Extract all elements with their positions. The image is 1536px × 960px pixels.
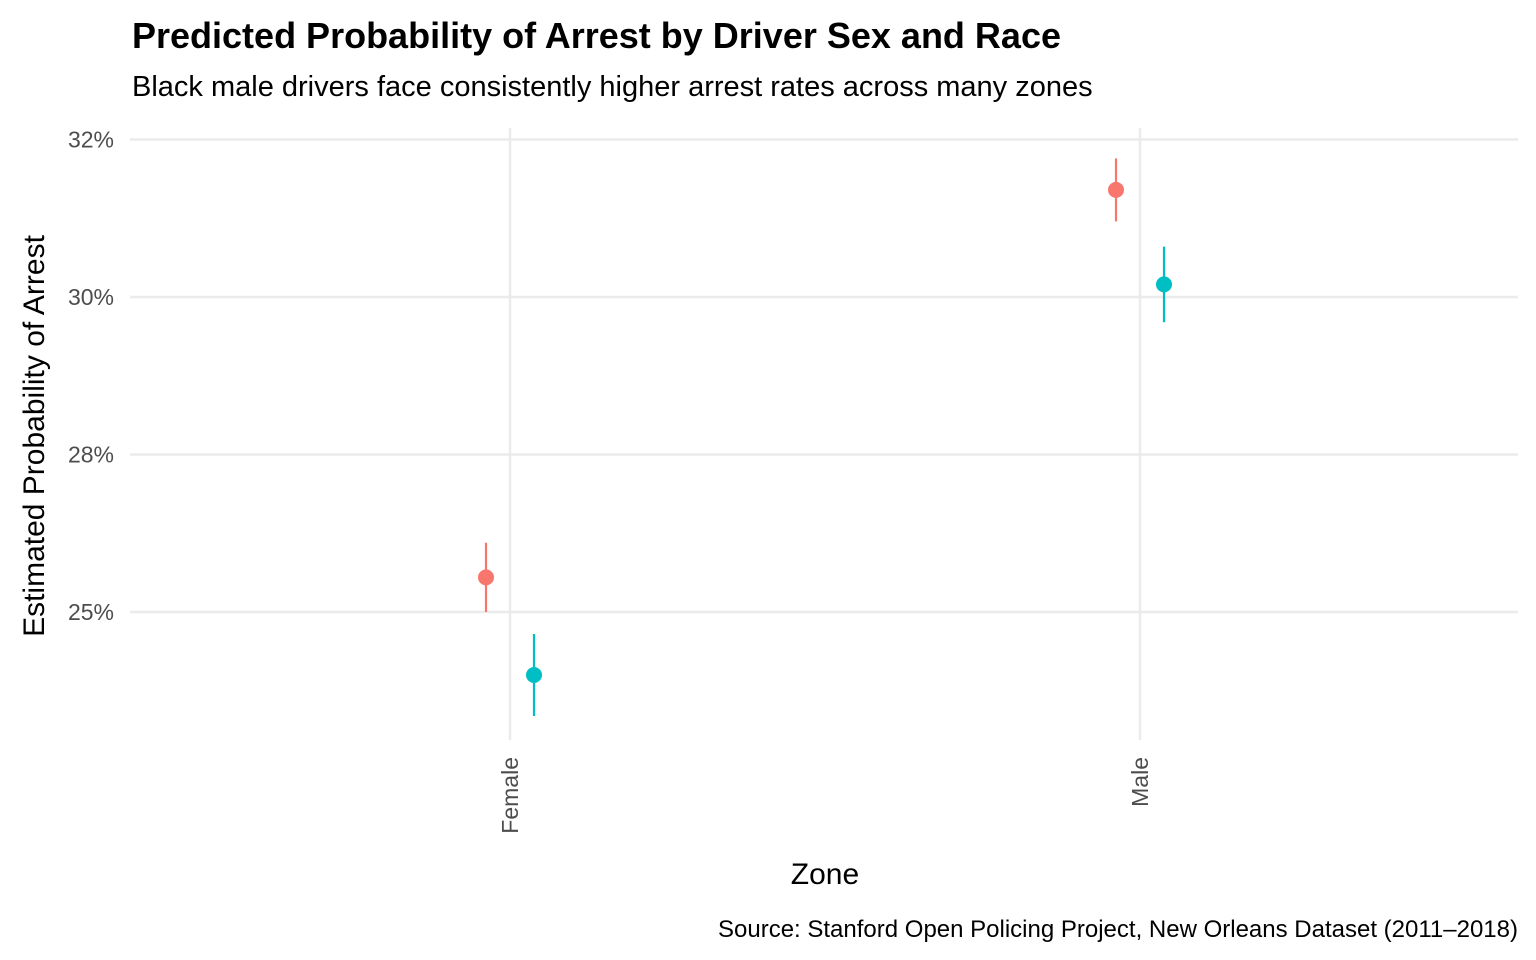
y-tick-label: 30% (68, 284, 114, 310)
grid-layer (130, 128, 1518, 740)
chart-subtitle: Black male drivers face consistently hig… (132, 71, 1093, 103)
data-point (1156, 276, 1172, 293)
y-tick-label: 32% (68, 127, 114, 153)
y-axis-title: Estimated Probability of Arrest (18, 234, 51, 637)
data-point (478, 569, 494, 586)
x-tick-label: Male (1127, 757, 1153, 807)
x-axis-title: Zone (791, 858, 859, 891)
labels-layer: 25% 28% 30% 32% Female Male (68, 127, 1153, 834)
chart-title: Predicted Probability of Arrest by Drive… (132, 15, 1061, 56)
data-point (1108, 181, 1124, 198)
chart-caption: Source: Stanford Open Policing Project, … (718, 916, 1518, 943)
y-tick-label: 28% (68, 442, 114, 468)
marks-layer (478, 158, 1172, 716)
x-tick-label: Female (497, 757, 523, 834)
y-tick-label: 25% (68, 599, 114, 625)
data-point (526, 667, 542, 683)
